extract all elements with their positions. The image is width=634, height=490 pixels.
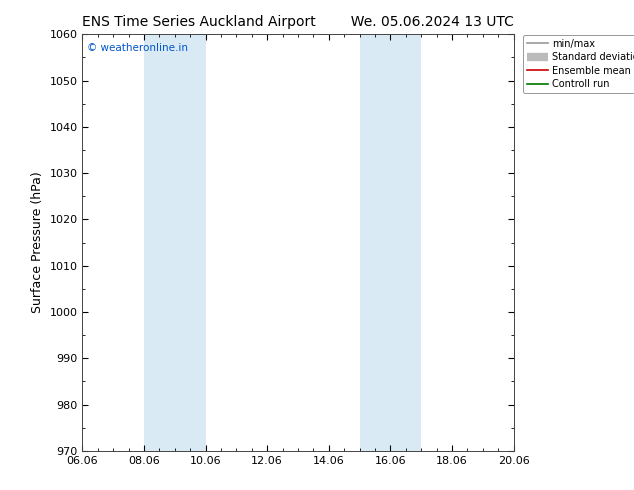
Bar [144,34,205,451]
Bar [359,34,421,451]
Y-axis label: Surface Pressure (hPa): Surface Pressure (hPa) [31,172,44,314]
Text: ENS Time Series Auckland Airport        We. 05.06.2024 13 UTC: ENS Time Series Auckland Airport We. 05.… [82,15,514,29]
Text: © weatheronline.in: © weatheronline.in [87,43,188,52]
Legend: min/max, Standard deviation, Ensemble mean run, Controll run: min/max, Standard deviation, Ensemble me… [522,35,634,93]
